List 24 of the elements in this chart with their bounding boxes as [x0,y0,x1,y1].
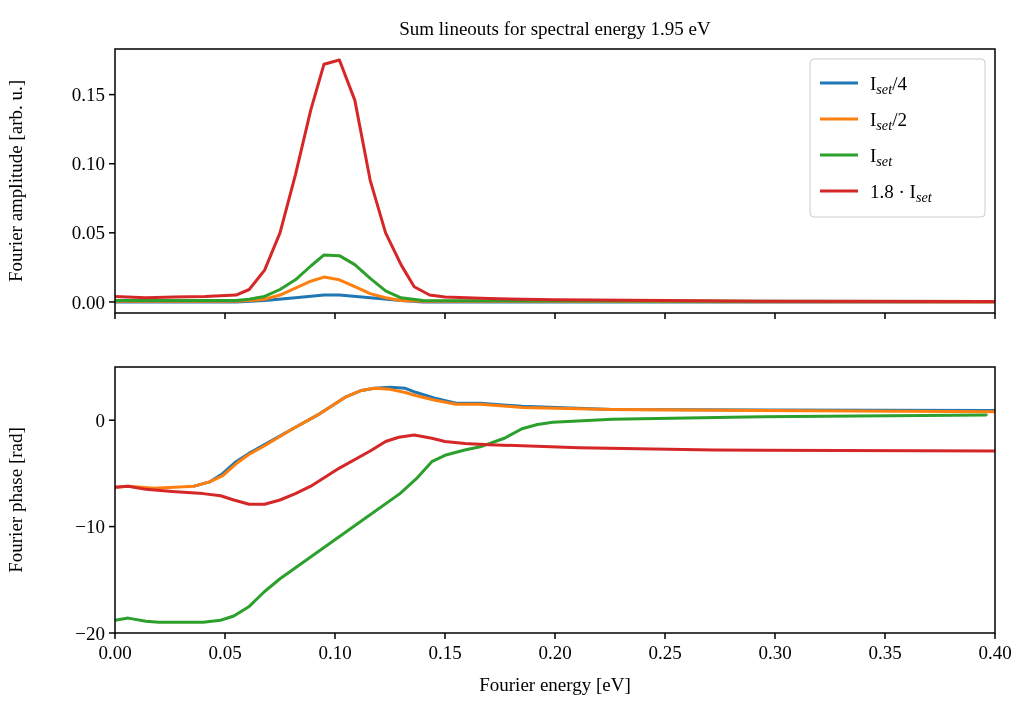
chart-title: Sum lineouts for spectral energy 1.95 eV [399,18,712,39]
legend-label: 1.8 · I$_{set}$ [870,180,933,205]
y-tick-label: 0.10 [71,153,105,175]
y-axis-title: Fourier amplitude [arb. u.] [5,79,26,283]
x-tick-label: 0.40 [978,642,1012,663]
y-tick-label: 0.00 [71,291,105,313]
y-axis-title: Fourier phase [rad] [5,427,26,573]
y-tick-label: 0.15 [71,84,105,106]
x-tick-label: 0.35 [868,642,902,663]
legend-label: I$_{set}$ [870,144,894,169]
y-tick-label: 0.05 [71,222,105,244]
y-tick-label: −10 [75,516,105,538]
x-tick-label: 0.05 [208,642,242,663]
x-tick-label: 0.30 [758,642,792,663]
legend-label: I$_{set}$/4 [870,72,908,97]
x-tick-label: 0.20 [538,642,572,663]
x-tick-label: 0.25 [648,642,682,663]
x-tick-label: 0.10 [318,642,352,663]
legend-label: I$_{set}$/2 [870,108,907,133]
x-tick-label: 0.00 [98,642,132,663]
x-tick-label: 0.15 [428,642,462,663]
x-axis-title: Fourier energy [eV] [479,674,631,695]
y-tick-label: 0 [95,409,105,431]
y-tick-label: −20 [75,622,105,644]
